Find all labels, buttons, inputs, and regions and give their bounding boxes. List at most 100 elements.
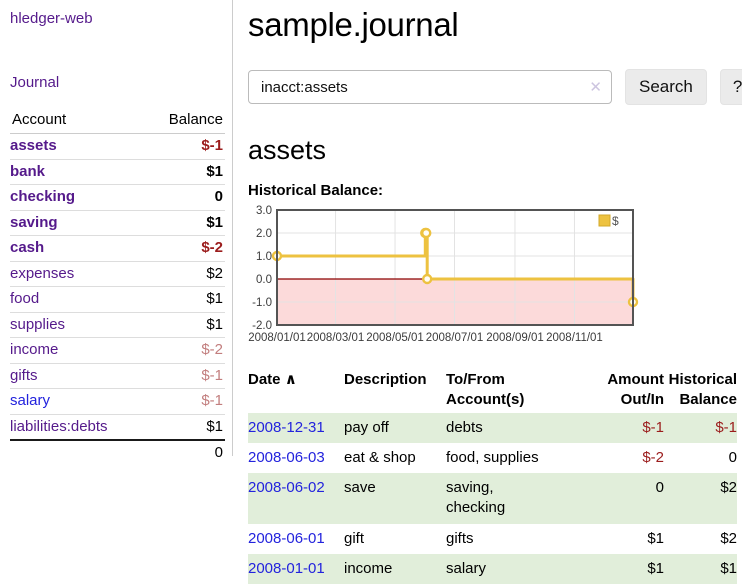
account-balance: $-1 <box>144 388 225 415</box>
transaction-row: 2008-06-01 gift gifts $1 $2 <box>248 524 737 554</box>
plot-border <box>276 209 634 326</box>
main-content: sample.journal ✕ Search ? assets Histori… <box>233 0 742 584</box>
x-tick-label: 2008/01/01 <box>248 332 306 344</box>
transaction-row: 2008-01-01 income salary $1 $1 <box>248 553 737 584</box>
register-header-accounts: To/From Account(s) <box>446 371 525 409</box>
search-input-wrap: ✕ <box>248 70 612 104</box>
account-link[interactable]: checking <box>10 188 76 205</box>
search-bar: ✕ Search ? <box>248 69 742 105</box>
transaction-balance: $-1 <box>664 412 737 443</box>
x-tick-label: 2008/07/01 <box>426 332 484 344</box>
account-balance: $1 <box>144 312 225 338</box>
sidebar-divider <box>232 0 233 456</box>
accounts-total-row: 0 <box>10 439 225 466</box>
register-table: Date ∧ Description To/From Account(s) Am… <box>248 368 737 584</box>
account-balance: $-2 <box>144 235 225 262</box>
historical-balance-chart: $3.0 2.0 1.0 0.0 -1.0 -2.0 2008/01/01 2008/03/0… <box>246 205 737 353</box>
transaction-date-link[interactable]: 2008-06-02 <box>248 479 325 496</box>
account-link[interactable]: salary <box>10 392 51 409</box>
transaction-balance: 0 <box>728 448 737 466</box>
y-tick-label: 3.0 <box>256 205 272 217</box>
account-link[interactable]: saving <box>10 213 58 231</box>
account-row: supplies $1 <box>10 312 225 338</box>
transaction-date-link[interactable]: 2008-06-03 <box>248 448 325 466</box>
account-link[interactable]: expenses <box>10 264 75 282</box>
account-balance: 0 <box>144 184 225 211</box>
x-tick-label: 2008/09/01 <box>486 332 544 344</box>
transaction-date-link[interactable]: 2008-12-31 <box>248 418 325 436</box>
account-link[interactable]: supplies <box>10 315 66 333</box>
account-link[interactable]: liabilities:debts <box>10 417 108 435</box>
account-balance: $1 <box>144 159 225 185</box>
transaction-date-link[interactable]: 2008-01-01 <box>248 559 325 577</box>
account-row: saving $1 <box>10 210 225 236</box>
legend-label: $ <box>612 214 619 228</box>
account-row: checking 0 <box>10 184 225 211</box>
page-title: sample.journal <box>248 6 459 43</box>
account-row: gifts $-1 <box>10 363 225 389</box>
account-link[interactable]: cash <box>10 239 45 256</box>
account-row: salary $-1 <box>10 388 225 415</box>
account-link[interactable]: bank <box>10 162 46 180</box>
transaction-date-link[interactable]: 2008-06-01 <box>248 529 325 547</box>
app-title: hledger-web <box>10 10 93 27</box>
accounts-total: 0 <box>144 439 225 466</box>
transaction-description: save <box>344 473 446 524</box>
register-header-balance: Historical Balance <box>668 371 737 409</box>
transaction-row: 2008-12-31 pay off debts $-1 $-1 <box>248 412 737 443</box>
sidebar-item-journal[interactable]: Journal <box>10 74 60 91</box>
x-tick-label: 2008/11/01 <box>546 332 603 344</box>
data-point <box>421 227 432 239</box>
account-link[interactable]: assets <box>10 137 57 154</box>
y-tick-label: 0.0 <box>256 274 272 286</box>
transaction-accounts: food, supplies <box>446 448 539 466</box>
transaction-description: gift <box>344 529 365 547</box>
transaction-amount: $-2 <box>642 448 664 466</box>
account-row: expenses $2 <box>10 261 225 287</box>
account-balance: $1 <box>144 210 225 236</box>
transaction-accounts: saving, checking <box>446 473 588 524</box>
register-header-row: Date ∧ Description To/From Account(s) Am… <box>248 368 737 413</box>
help-button[interactable]: ? <box>719 69 742 105</box>
account-row: cash $-2 <box>10 235 225 262</box>
transaction-amount: 0 <box>588 473 664 524</box>
data-point <box>422 273 433 285</box>
account-row: income $-2 <box>10 337 225 364</box>
search-input[interactable] <box>248 70 612 104</box>
account-link[interactable]: food <box>10 290 40 307</box>
account-row: food $1 <box>10 286 225 313</box>
y-tick-label: 2.0 <box>256 228 272 240</box>
sidebar: hledger-web Journal Account Balance asse… <box>0 0 232 466</box>
register-header-date[interactable]: Date ∧ <box>248 371 297 388</box>
transaction-accounts: gifts <box>446 529 474 547</box>
sort-asc-icon: ∧ <box>284 371 297 388</box>
transaction-row: 2008-06-03 eat & shop food, supplies $-2 0 <box>248 443 737 473</box>
clear-search-icon[interactable]: ✕ <box>589 79 602 96</box>
legend-swatch <box>598 214 611 227</box>
transaction-accounts: debts <box>446 412 588 443</box>
transaction-row: 2008-06-02 save saving, checking 0 $2 <box>248 473 737 524</box>
accounts-header-balance: Balance <box>144 107 225 134</box>
register-header-amount: Amount Out/In <box>607 371 664 409</box>
transaction-balance: $1 <box>664 553 737 584</box>
account-row: bank $1 <box>10 159 225 185</box>
accounts-table: Account Balance assets $-1 bank $1 checking 0… <box>10 107 225 466</box>
account-balance: $-2 <box>144 337 225 364</box>
account-row: assets $-1 <box>10 133 225 160</box>
transaction-accounts: salary <box>446 553 588 584</box>
account-link[interactable]: income <box>10 341 59 358</box>
account-link[interactable]: gifts <box>10 366 38 384</box>
account-row: liabilities:debts $1 <box>10 414 225 441</box>
register-header-description: Description <box>344 371 427 388</box>
y-tick-label: -1.0 <box>252 297 272 309</box>
accounts-header-account: Account <box>10 107 145 134</box>
transaction-balance: $2 <box>664 473 737 524</box>
chart-title: Historical Balance: <box>248 182 384 199</box>
account-balance: $1 <box>144 286 225 313</box>
y-tick-label: 1.0 <box>256 251 272 263</box>
x-tick-label: 2008/03/01 <box>307 332 365 344</box>
accounts-header-row: Account Balance <box>10 107 225 134</box>
search-button[interactable]: Search <box>625 69 707 105</box>
transaction-amount: $1 <box>647 529 664 547</box>
